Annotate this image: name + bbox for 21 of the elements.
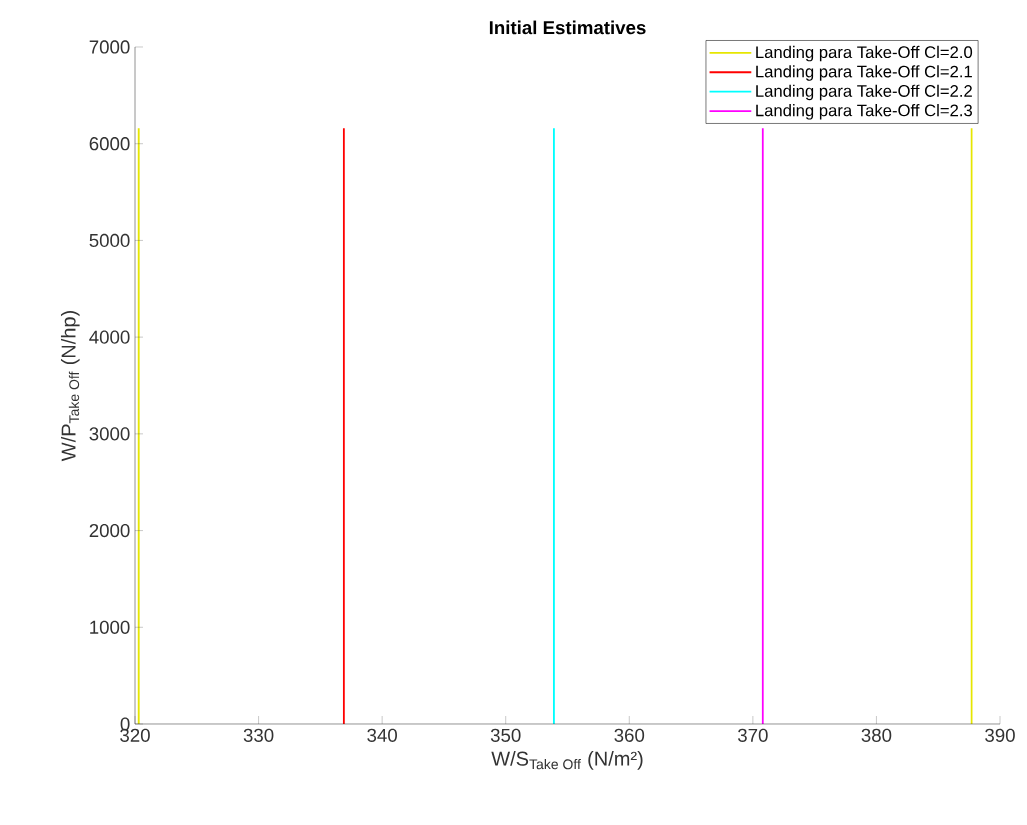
x-tick-label: 360 (614, 728, 645, 742)
y-tick-label: 4000 (89, 330, 130, 344)
x-axis-title: $\text{W/S}_{\text{Take Off}}\text{ (N/m²)}$ (491, 751, 643, 770)
legend-label: Landing para Take-Off Cl=2.2 (756, 84, 972, 101)
x-tick-label: 370 (738, 728, 768, 742)
x-tick-label: 340 (367, 728, 397, 742)
y-tick-label: 6000 (89, 137, 130, 151)
x-tick-label: 390 (985, 728, 1015, 742)
x-tick-label: 380 (861, 728, 892, 742)
y-tick-label: 2000 (89, 523, 130, 538)
x-tick-label: 350 (490, 728, 521, 742)
y-tick-label: 1000 (90, 620, 130, 634)
x-tick-label: 330 (243, 728, 274, 742)
y-tick-label: 5000 (89, 233, 130, 248)
y-tick-label: 7000 (89, 40, 130, 54)
legend-label: Landing para Take-Off Cl=2.0 (756, 45, 973, 62)
legend-label: Landing para Take-Off Cl=2.3 (756, 104, 973, 120)
y-tick-label: 3000 (89, 427, 130, 441)
legend-label: Landing para Take-Off Cl=2.1 (756, 65, 972, 81)
y-axis-title: $\text{W/P}_{\text{Take Off}}\text{ (N/hp)}$ (60, 311, 80, 462)
chart-title: Initial Estimatives (489, 20, 646, 35)
